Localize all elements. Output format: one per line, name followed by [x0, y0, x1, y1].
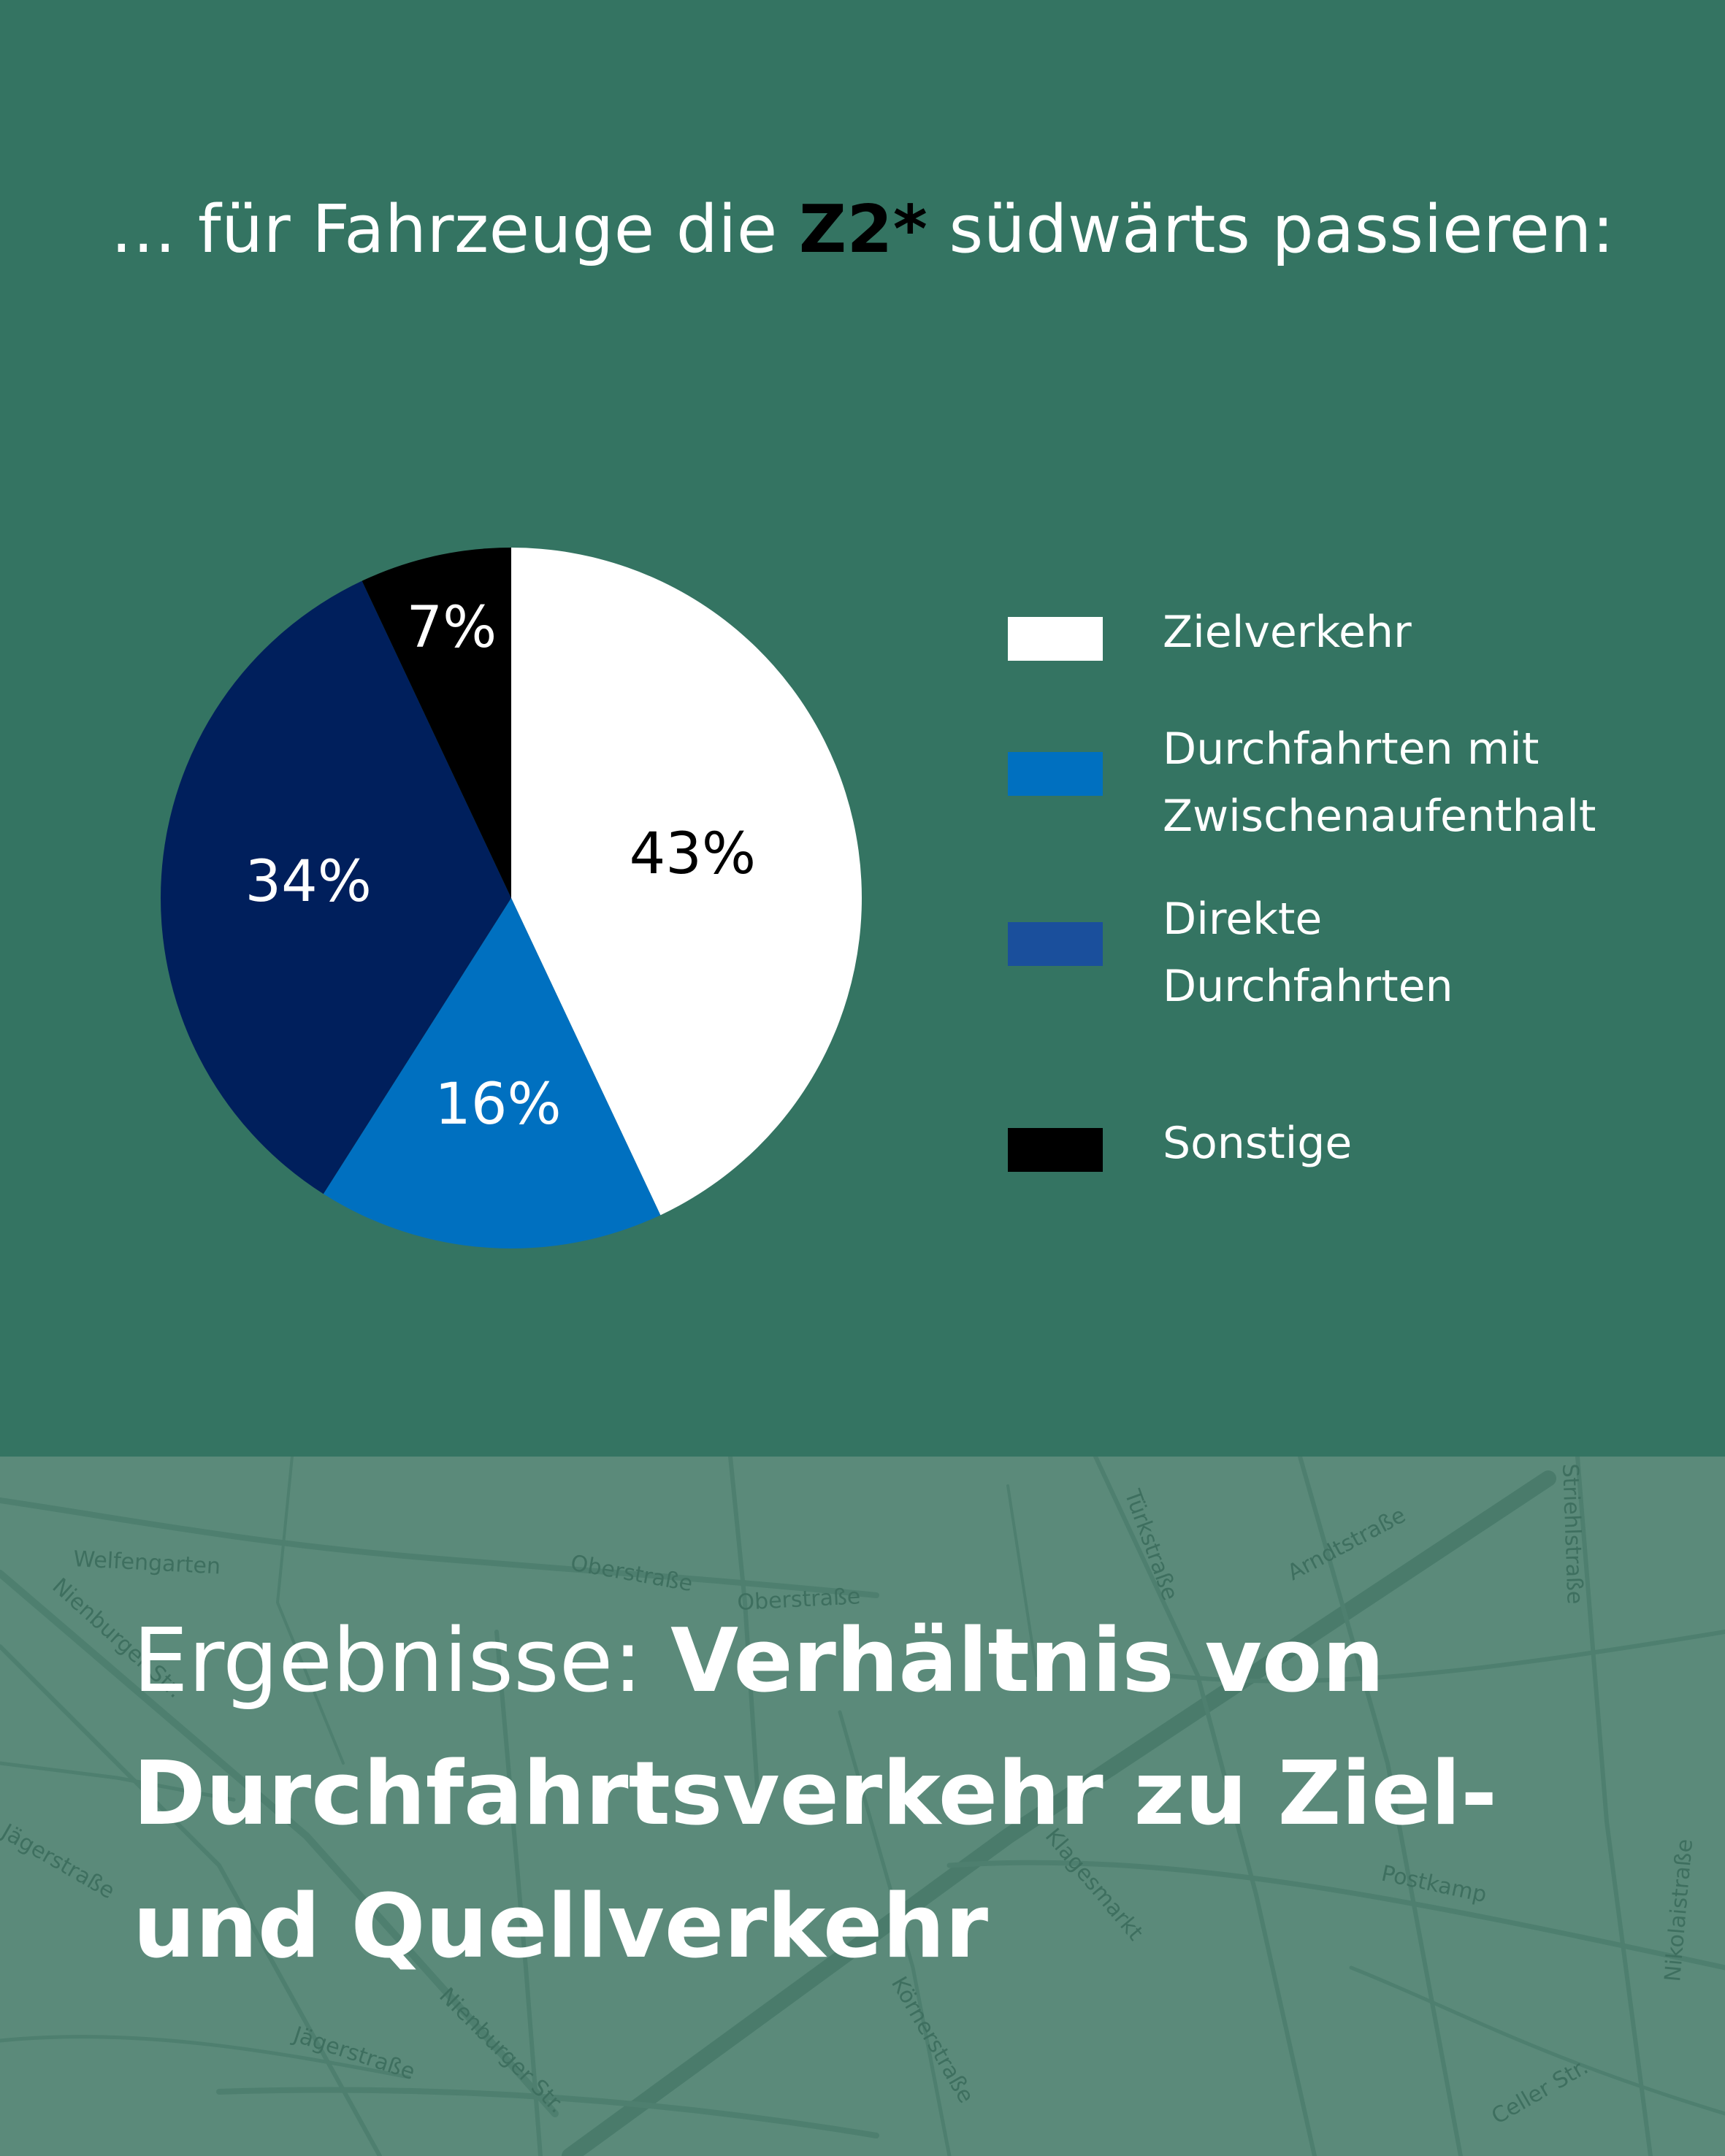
pie-slice — [511, 548, 862, 1216]
subtitle-suffix: südwärts passieren: — [927, 191, 1615, 268]
pie-slice — [362, 548, 511, 898]
map-label: Nienburger Str. — [434, 1983, 570, 2119]
pie-slice — [323, 898, 661, 1248]
legend-label: Durchfahrten mit Zwischenaufenthalt — [1163, 724, 1596, 842]
legend-swatch — [1008, 617, 1103, 661]
pie-slice-label: 34% — [245, 849, 371, 915]
subtitle-prefix: … für Fahrzeuge die — [110, 191, 799, 268]
legend-label: Zielverkehr — [1163, 607, 1412, 658]
map-label: Jägerstraße — [0, 1819, 119, 1905]
map-label: Striehlstraße — [1557, 1463, 1588, 1605]
pie-slice — [160, 580, 512, 1194]
pie-slice-label: 7% — [406, 595, 497, 661]
map-label: Welfengarten — [73, 1546, 221, 1580]
subtitle-highlight: Z2* — [798, 191, 928, 268]
chart-subtitle: … für Fahrzeuge die Z2* südwärts passier… — [0, 191, 1725, 268]
map-label: Türkstraße — [1119, 1486, 1182, 1604]
page-heading: Ergebnisse: Verhältnis von Durchfahrtsve… — [133, 1595, 1594, 1994]
pie-slice-label: 43% — [630, 821, 756, 887]
chart-panel: … für Fahrzeuge die Z2* südwärts passier… — [0, 191, 1725, 1248]
map-label: Celler Str. — [1488, 2054, 1593, 2129]
legend-swatch — [1008, 752, 1103, 796]
street-map-background: Welfengarten Oberstraße Oberstraße Türks… — [0, 1457, 1725, 2156]
map-label: Oberstraße — [569, 1550, 695, 1597]
map-background-panel: Welfengarten Oberstraße Oberstraße Türks… — [0, 1457, 1725, 2156]
legend-label: Direkte Durchfahrten — [1163, 894, 1453, 1012]
pie-chart: 43% 16% 34% 7% — [160, 548, 862, 1248]
legend-swatch — [1008, 922, 1103, 966]
map-label: Jägerstraße — [289, 2022, 418, 2085]
legend-swatch — [1008, 1128, 1103, 1172]
legend-label: Sonstige — [1163, 1118, 1353, 1169]
pie-slice-label: 16% — [435, 1072, 561, 1138]
heading-light: Ergebnisse: — [133, 1611, 671, 1712]
heading-bold: Verhältnis von Durchfahrtsverkehr zu Zie… — [133, 1611, 1498, 1978]
